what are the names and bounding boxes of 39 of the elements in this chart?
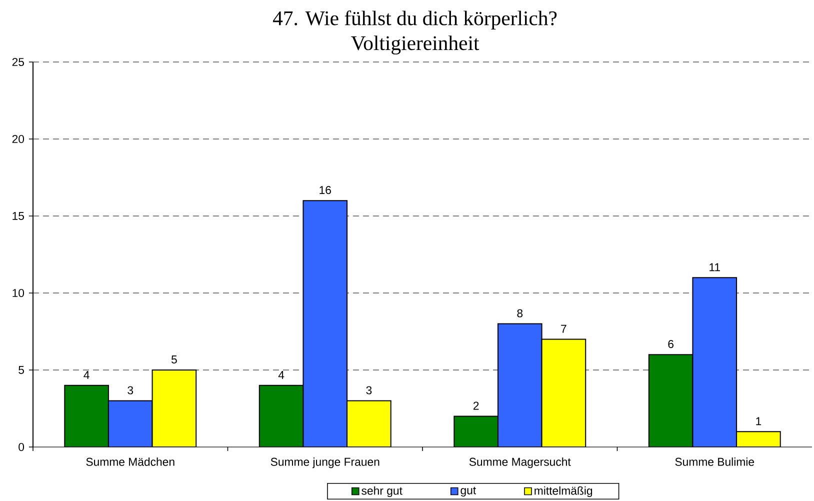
y-tick-label: 20 — [12, 134, 24, 144]
legend-label: gut — [460, 486, 476, 497]
bar — [648, 354, 694, 447]
bar — [108, 400, 153, 447]
data-label: 2 — [473, 402, 479, 410]
bar — [497, 323, 542, 447]
bar — [346, 400, 392, 447]
data-label: 1 — [756, 417, 762, 426]
bar — [302, 200, 348, 447]
bar — [541, 338, 586, 447]
chart-title: 47. Wie fühlst du dich körperlich? — [272, 10, 557, 30]
bar — [258, 384, 304, 447]
y-tick-label: 0 — [18, 442, 24, 452]
data-label: 16 — [320, 186, 331, 194]
y-tick-label: 5 — [18, 366, 24, 374]
legend-label: mittelmäßig — [534, 486, 592, 498]
bar — [736, 431, 781, 447]
y-tick-label: 10 — [12, 288, 24, 298]
bar — [64, 384, 109, 447]
data-label: 5 — [171, 356, 177, 364]
data-label: 4 — [278, 371, 284, 379]
data-label: 3 — [366, 386, 372, 394]
bar — [152, 370, 197, 447]
data-label: 8 — [517, 309, 523, 318]
y-tick-label: 25 — [12, 58, 24, 66]
data-label: 3 — [128, 386, 134, 394]
data-label: 6 — [668, 340, 674, 348]
data-label: 11 — [710, 263, 720, 272]
data-label: 7 — [561, 324, 566, 333]
legend-label: sehr gut — [362, 486, 402, 498]
y-tick-label: 15 — [12, 212, 24, 220]
bar — [692, 277, 738, 447]
chart-subtitle: Voltigiereinheit — [351, 36, 480, 54]
bar — [454, 416, 498, 447]
x-tick-label: Summe Mädchen — [86, 458, 174, 466]
x-tick-label: Summe Magersucht — [469, 458, 571, 468]
x-tick-label: Summe junge Frauen — [270, 458, 380, 468]
x-tick-label: Summe Bulimie — [675, 458, 754, 466]
data-label: 4 — [84, 371, 90, 379]
